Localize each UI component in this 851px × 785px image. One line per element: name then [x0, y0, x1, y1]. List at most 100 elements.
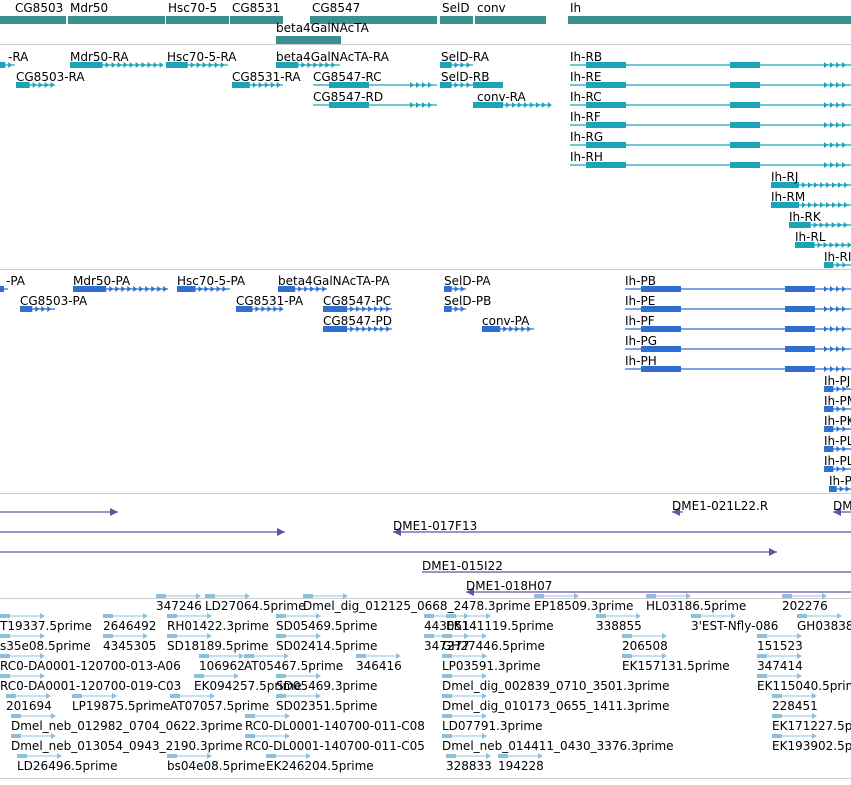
- est-feature[interactable]: [167, 613, 212, 619]
- feature-glyph[interactable]: [824, 426, 851, 432]
- gene-feature[interactable]: [568, 16, 851, 24]
- feature-glyph[interactable]: [16, 82, 55, 88]
- est-feature[interactable]: [276, 673, 321, 679]
- feature-glyph[interactable]: [444, 306, 466, 312]
- est-feature[interactable]: [11, 733, 56, 739]
- feature-glyph[interactable]: [477, 102, 552, 108]
- feature-glyph[interactable]: [276, 62, 340, 68]
- est-feature[interactable]: [442, 693, 487, 699]
- clone-feature[interactable]: [672, 508, 683, 516]
- est-feature[interactable]: [772, 693, 817, 699]
- feature-glyph[interactable]: [625, 346, 851, 352]
- feature-glyph[interactable]: [570, 62, 851, 68]
- est-feature[interactable]: [266, 753, 311, 759]
- gene-feature[interactable]: [276, 36, 341, 44]
- gene-feature[interactable]: [0, 16, 66, 24]
- feature-glyph[interactable]: [313, 82, 503, 88]
- gene-feature[interactable]: [475, 16, 546, 24]
- feature-glyph[interactable]: [625, 326, 851, 332]
- est-feature[interactable]: [0, 633, 45, 639]
- est-feature[interactable]: [0, 673, 45, 679]
- gene-feature[interactable]: [310, 16, 437, 24]
- feature-glyph[interactable]: [440, 62, 473, 68]
- feature-glyph[interactable]: [482, 326, 534, 332]
- est-feature[interactable]: [245, 733, 290, 739]
- clone-feature[interactable]: [0, 528, 285, 536]
- est-feature[interactable]: [442, 713, 487, 719]
- feature-glyph[interactable]: [625, 286, 851, 292]
- est-feature[interactable]: [356, 653, 401, 659]
- feature-glyph[interactable]: [323, 326, 392, 332]
- clone-feature[interactable]: [466, 588, 851, 596]
- est-feature[interactable]: [199, 653, 244, 659]
- est-feature[interactable]: [167, 633, 212, 639]
- est-feature[interactable]: [757, 633, 802, 639]
- est-feature[interactable]: [446, 613, 491, 619]
- feature-glyph[interactable]: [278, 286, 327, 292]
- feature-glyph[interactable]: [70, 62, 164, 68]
- est-feature[interactable]: [205, 593, 250, 599]
- est-feature[interactable]: [691, 613, 736, 619]
- est-feature[interactable]: [442, 733, 487, 739]
- feature-glyph[interactable]: [232, 82, 283, 88]
- feature-glyph[interactable]: [570, 102, 851, 108]
- feature-glyph[interactable]: [771, 182, 851, 188]
- est-feature[interactable]: [622, 633, 667, 639]
- est-feature[interactable]: [534, 593, 579, 599]
- est-feature[interactable]: [442, 653, 487, 659]
- est-feature[interactable]: [103, 633, 148, 639]
- feature-glyph[interactable]: [824, 262, 851, 268]
- est-feature[interactable]: [0, 613, 45, 619]
- est-feature[interactable]: [622, 653, 667, 659]
- gene-feature[interactable]: [230, 16, 283, 24]
- est-feature[interactable]: [276, 693, 321, 699]
- est-feature[interactable]: [498, 753, 543, 759]
- est-feature[interactable]: [446, 753, 491, 759]
- feature-glyph[interactable]: [824, 466, 851, 472]
- feature-glyph[interactable]: [570, 122, 851, 128]
- feature-glyph[interactable]: [73, 286, 168, 292]
- feature-glyph[interactable]: [570, 142, 851, 148]
- feature-glyph[interactable]: [166, 62, 228, 68]
- est-feature[interactable]: [646, 593, 691, 599]
- feature-glyph[interactable]: [20, 306, 55, 312]
- feature-glyph[interactable]: [824, 406, 851, 412]
- clone-feature[interactable]: [0, 508, 118, 516]
- est-feature[interactable]: [797, 613, 842, 619]
- feature-glyph[interactable]: [625, 306, 851, 312]
- clone-feature[interactable]: [833, 508, 851, 516]
- est-feature[interactable]: [757, 653, 802, 659]
- clone-feature[interactable]: [393, 528, 851, 536]
- feature-glyph[interactable]: [177, 286, 230, 292]
- feature-glyph[interactable]: [829, 486, 851, 492]
- feature-glyph[interactable]: [444, 286, 466, 292]
- est-feature[interactable]: [782, 593, 827, 599]
- est-feature[interactable]: [303, 593, 348, 599]
- feature-glyph[interactable]: [570, 82, 851, 88]
- est-feature[interactable]: [442, 673, 487, 679]
- est-feature[interactable]: [757, 673, 802, 679]
- clone-feature[interactable]: [0, 548, 777, 556]
- est-feature[interactable]: [17, 753, 62, 759]
- gene-feature[interactable]: [166, 16, 229, 24]
- feature-glyph[interactable]: [789, 222, 851, 228]
- est-feature[interactable]: [276, 613, 321, 619]
- feature-glyph[interactable]: [824, 386, 851, 392]
- est-feature[interactable]: [194, 673, 239, 679]
- feature-glyph[interactable]: [824, 446, 851, 452]
- feature-glyph[interactable]: [771, 202, 851, 208]
- gene-feature[interactable]: [440, 16, 473, 24]
- est-feature[interactable]: [72, 693, 117, 699]
- est-feature[interactable]: [276, 633, 321, 639]
- est-feature[interactable]: [156, 593, 201, 599]
- feature-glyph[interactable]: [625, 366, 851, 372]
- est-feature[interactable]: [772, 733, 817, 739]
- est-feature[interactable]: [103, 613, 148, 619]
- feature-glyph[interactable]: [570, 162, 851, 168]
- feature-glyph[interactable]: [795, 242, 851, 248]
- feature-glyph[interactable]: [323, 306, 392, 312]
- feature-glyph[interactable]: [236, 306, 284, 312]
- est-feature[interactable]: [244, 653, 289, 659]
- feature-glyph[interactable]: [440, 82, 473, 88]
- feature-glyph[interactable]: [0, 286, 8, 292]
